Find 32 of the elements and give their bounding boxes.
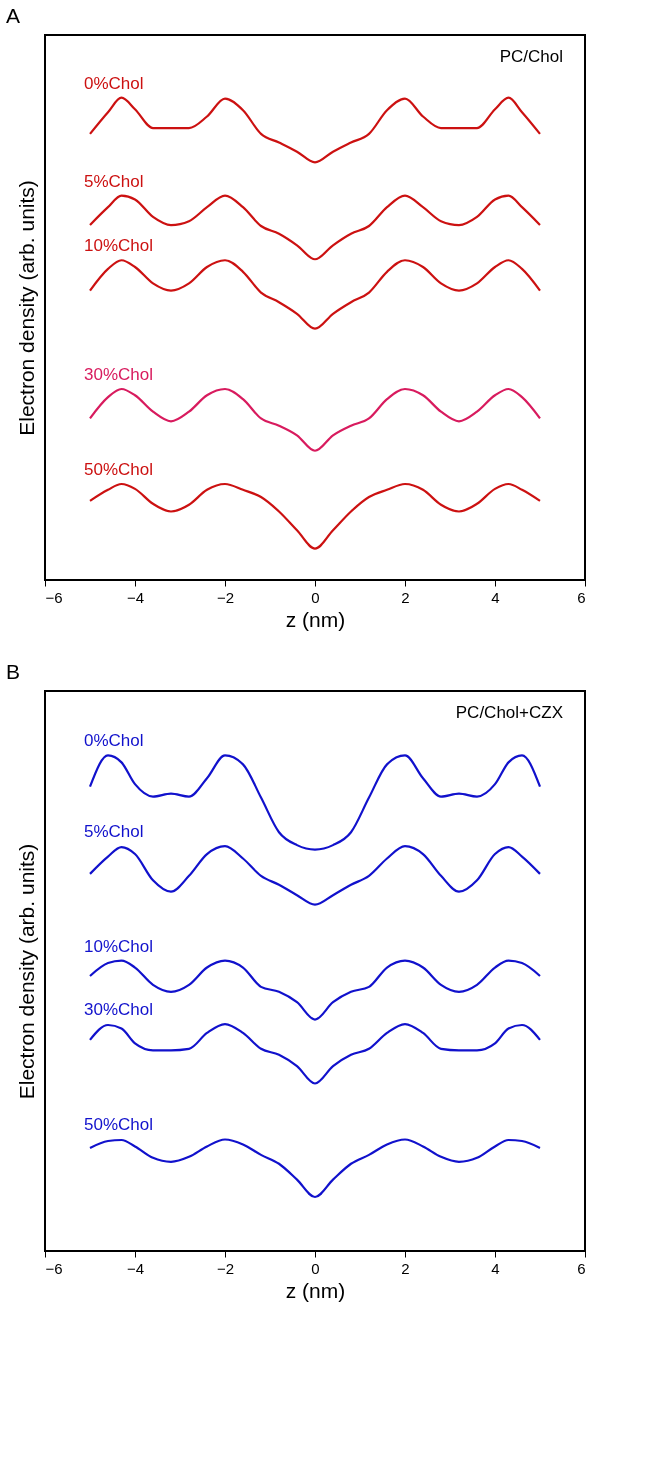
x-tick-label: −6 [45, 588, 63, 606]
text: PC/Chol+CZX [455, 703, 563, 722]
series-label: 10%Chol [84, 236, 153, 256]
x-tick-label: −4 [126, 588, 145, 606]
y-axis-title: Electron density (arb. units) [14, 843, 38, 1100]
x-tick-label: 4 [491, 1259, 500, 1277]
x-tick-label: −6 [45, 1259, 63, 1277]
chart-title: B [6, 660, 21, 683]
x-axis-title: z (nm) [285, 1278, 346, 1302]
series-label: 5%Chol [84, 171, 144, 191]
series-label: 30%Chol [84, 1000, 153, 1020]
series-label: 50%Chol [84, 1115, 153, 1135]
x-tick-label: 2 [401, 588, 410, 606]
x-tick-label: 2 [401, 1259, 410, 1277]
x-axis-title: z (nm) [285, 607, 346, 631]
y-axis-title: Electron density (arb. units) [14, 180, 38, 436]
series-label: 10%Chol [84, 936, 153, 956]
series-label: 0%Chol [84, 73, 144, 93]
x-tick-label: −2 [216, 1259, 235, 1277]
series-label: 30%Chol [84, 365, 153, 385]
series-label: 50%Chol [84, 460, 153, 480]
text: PC/Chol [499, 47, 563, 66]
x-tick-label: −4 [126, 1259, 145, 1277]
x-tick-label: 0 [311, 588, 320, 606]
chart-title: A [6, 4, 21, 27]
x-tick-label: 4 [491, 588, 500, 606]
series-label: 0%Chol [84, 731, 144, 751]
x-tick-label: −2 [216, 588, 235, 606]
x-tick-label: 6 [577, 1259, 586, 1277]
x-tick-label: 6 [577, 588, 586, 606]
series-label: 5%Chol [84, 822, 144, 842]
x-tick-label: 0 [311, 1259, 320, 1277]
